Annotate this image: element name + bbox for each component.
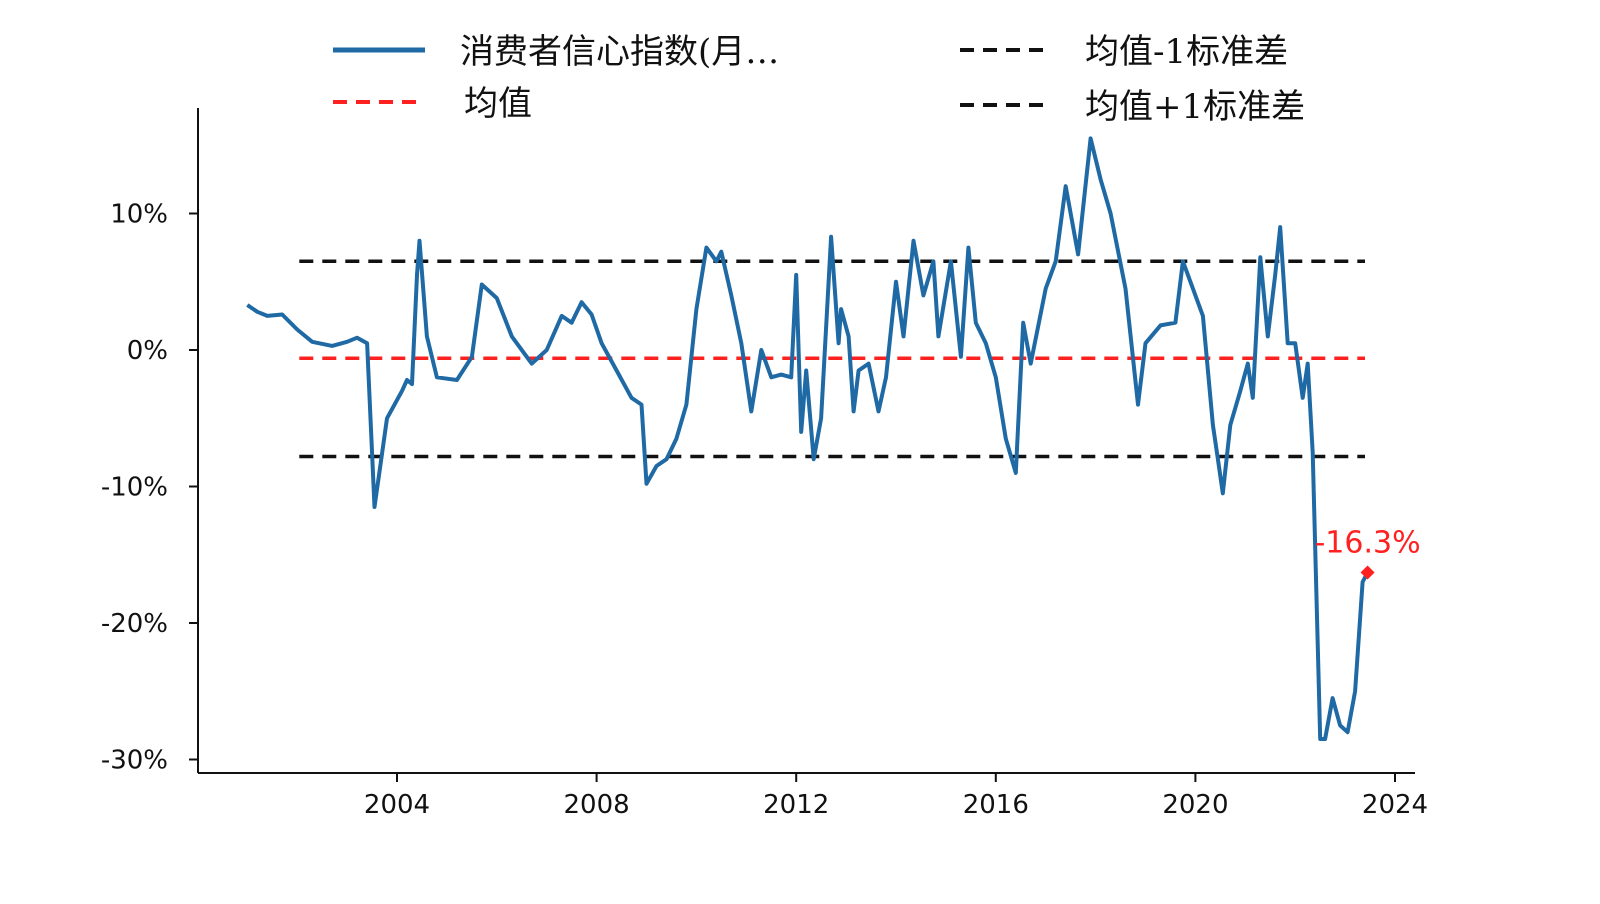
y-tick-label: 0% (127, 336, 168, 366)
x-tick-label: 2008 (564, 790, 630, 820)
x-tick-label: 2020 (1162, 790, 1228, 820)
y-tick-label: -30% (101, 746, 168, 776)
x-tick-label: 2016 (963, 790, 1029, 820)
y-ticks: 10% 0% -10% -20% -30% (101, 200, 198, 776)
legend-label-mean-plus: 均值+1标准差 (1085, 87, 1305, 127)
legend-label-mean: 均值 (464, 84, 532, 124)
last-value-label: -16.3% (1314, 525, 1420, 560)
y-tick-label: -10% (101, 473, 168, 503)
last-value-marker (1360, 565, 1375, 580)
x-ticks: 2004 2008 2012 2016 2020 2024 (364, 773, 1428, 820)
legend: 消费者信心指数(月… 均值-1标准差 均值 均值+1标准差 (333, 32, 1305, 127)
x-tick-label: 2012 (763, 790, 829, 820)
y-tick-label: 10% (110, 200, 168, 230)
series-layer (246, 136, 1370, 741)
y-tick-label: -20% (101, 609, 168, 639)
x-tick-label: 2024 (1362, 790, 1428, 820)
legend-label-index: 消费者信心指数(月… (460, 32, 779, 72)
x-tick-label: 2004 (364, 790, 430, 820)
consumer-confidence-line (246, 136, 1370, 741)
legend-label-mean-minus: 均值-1标准差 (1085, 32, 1288, 72)
annotation-layer: -16.3% (1314, 525, 1421, 580)
